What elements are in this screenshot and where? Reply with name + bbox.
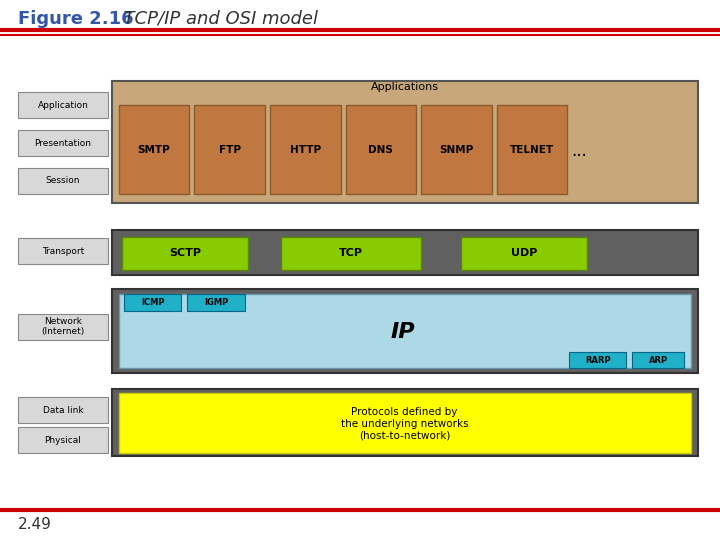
Text: ...: ... (572, 142, 588, 160)
Bar (281, 237, 421, 270)
Bar (119, 393, 691, 453)
Bar (122, 237, 248, 270)
Text: Session: Session (46, 177, 80, 185)
Bar (421, 105, 492, 194)
Bar (18, 397, 108, 423)
Bar (112, 81, 698, 202)
Text: RARP: RARP (585, 356, 611, 364)
Text: ARP: ARP (649, 356, 667, 364)
Text: 2.49: 2.49 (18, 517, 52, 532)
Bar (18, 427, 108, 453)
Bar (18, 92, 108, 118)
Bar (112, 389, 698, 456)
Bar (18, 168, 108, 194)
Text: IGMP: IGMP (204, 298, 228, 307)
Text: SCTP: SCTP (169, 248, 202, 258)
Text: UDP: UDP (510, 248, 537, 258)
Bar (194, 105, 265, 194)
Bar (112, 289, 698, 373)
Text: IP: IP (391, 322, 415, 342)
Bar (119, 105, 189, 194)
Text: TCP: TCP (339, 248, 363, 258)
Text: Data link: Data link (42, 406, 84, 415)
Text: SMTP: SMTP (138, 145, 171, 155)
Text: FTP: FTP (219, 145, 240, 155)
Bar (112, 230, 698, 275)
Text: Application: Application (37, 101, 89, 110)
Bar (18, 130, 108, 156)
Bar (18, 238, 108, 264)
Text: Protocols defined by
the underlying networks
(host-to-network): Protocols defined by the underlying netw… (341, 407, 469, 441)
Bar (270, 105, 341, 194)
Text: Applications: Applications (371, 83, 438, 92)
Text: Figure 2.16: Figure 2.16 (18, 10, 134, 28)
Text: TELNET: TELNET (510, 145, 554, 155)
Text: ICMP: ICMP (141, 298, 164, 307)
Bar (119, 294, 691, 368)
Bar (18, 314, 108, 340)
Text: DNS: DNS (369, 145, 393, 155)
Bar (124, 294, 181, 310)
Text: Physical: Physical (45, 436, 81, 444)
Text: TCP/IP and OSI model: TCP/IP and OSI model (112, 10, 318, 28)
Text: Presentation: Presentation (35, 139, 91, 147)
Text: HTTP: HTTP (289, 145, 321, 155)
Bar (569, 352, 626, 368)
Bar (497, 105, 567, 194)
Text: Transport: Transport (42, 247, 84, 255)
Text: SNMP: SNMP (439, 145, 474, 155)
Bar (632, 352, 684, 368)
Bar (346, 105, 416, 194)
Text: Network
(Internet): Network (Internet) (41, 317, 85, 336)
Bar (461, 237, 587, 270)
Bar (187, 294, 245, 310)
